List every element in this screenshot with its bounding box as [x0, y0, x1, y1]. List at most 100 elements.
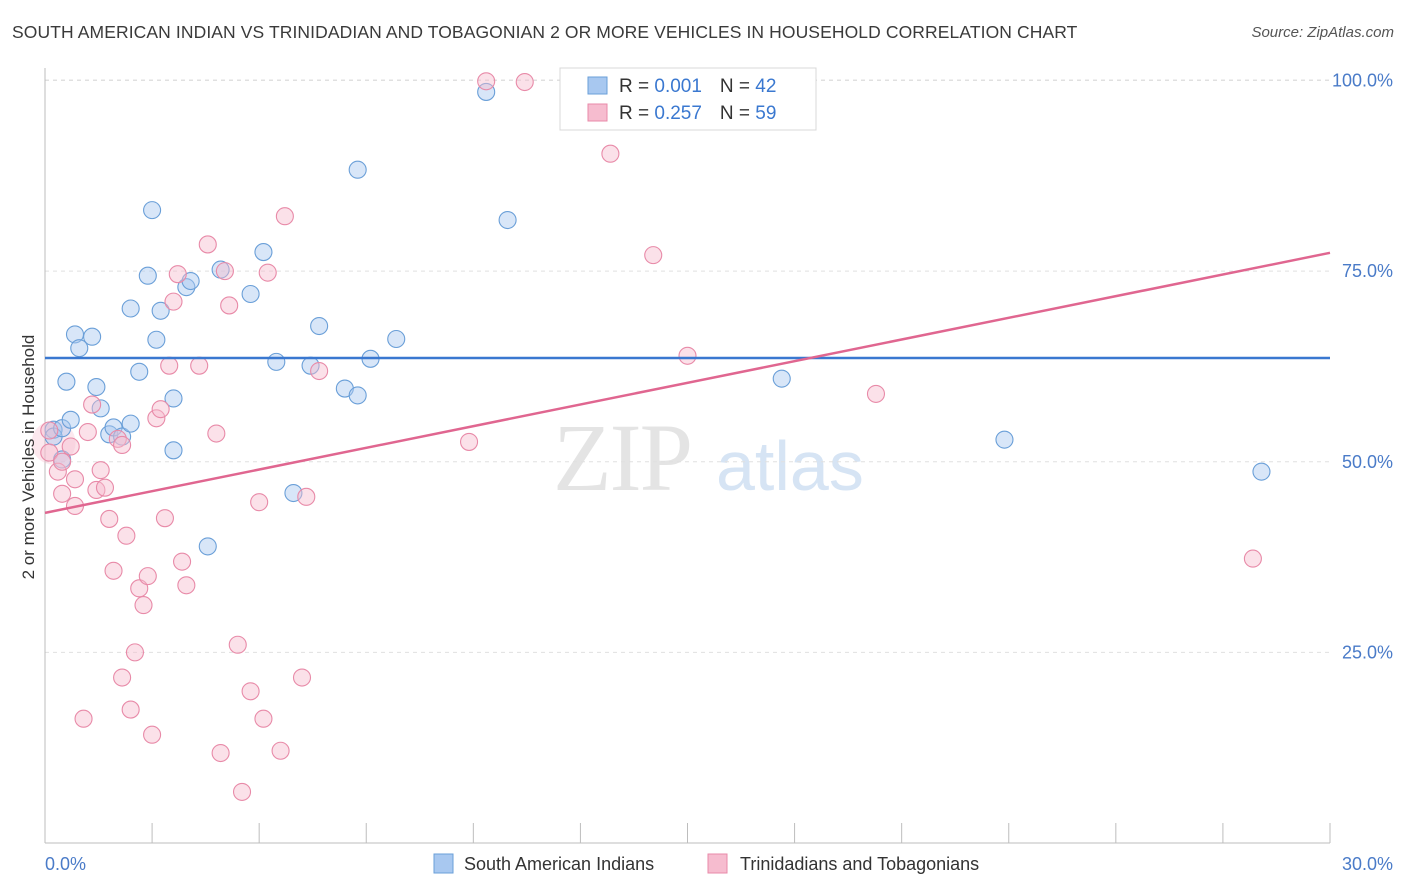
data-point-blue: [164, 389, 183, 408]
data-point-pink: [74, 709, 93, 728]
data-point-pink: [100, 509, 119, 528]
data-point-pink: [515, 72, 534, 92]
x-tick-label: 30.0%: [1342, 854, 1393, 874]
data-point-blue: [310, 316, 329, 336]
series-legend: South American Indians Trinidadians and …: [433, 853, 979, 874]
data-point-pink: [151, 400, 170, 419]
data-point-pink: [228, 635, 247, 654]
data-point-pink: [173, 552, 192, 571]
data-point-pink: [113, 668, 132, 687]
legend-r-label-pink: R =: [619, 103, 654, 124]
data-point-pink: [155, 509, 174, 528]
data-point-blue: [387, 329, 406, 349]
data-point-pink: [53, 452, 72, 471]
data-point-pink: [292, 668, 312, 687]
legend-r-value-blue: 0.001: [654, 76, 702, 97]
data-point-pink: [147, 409, 166, 428]
y-tick-label: 25.0%: [1342, 642, 1393, 662]
x-tick-label: 0.0%: [45, 854, 86, 874]
data-point-blue: [772, 369, 791, 388]
trend-line-pink: [44, 251, 1331, 515]
data-point-pink: [168, 265, 187, 284]
legend-swatch-pink: [587, 103, 608, 122]
data-point-pink: [232, 782, 252, 801]
data-point-pink: [601, 144, 620, 163]
data-point-blue: [241, 284, 260, 304]
y-tick-label: 50.0%: [1342, 452, 1393, 472]
data-point-blue: [164, 441, 183, 460]
data-point-blue: [1252, 462, 1271, 481]
data-point-pink: [250, 493, 269, 512]
legend-r-label-blue: R =: [619, 76, 654, 97]
data-point-pink: [125, 643, 144, 662]
data-point-pink: [91, 461, 110, 480]
legend-n-label-blue: N =: [720, 76, 755, 97]
data-point-pink: [198, 235, 217, 254]
data-point-blue: [348, 160, 367, 179]
legend-stat-blue: R = 0.001 N = 42: [619, 76, 776, 97]
data-point-pink: [258, 263, 277, 282]
data-point-pink: [459, 432, 479, 451]
watermark-atlas: atlas: [716, 427, 864, 505]
data-point-blue: [87, 377, 106, 397]
trend-lines: [44, 251, 1331, 515]
series-legend-label-blue: South American Indians: [464, 854, 654, 874]
data-point-pink: [104, 561, 123, 580]
data-point-pink: [40, 421, 59, 440]
data-point-blue: [143, 201, 162, 220]
data-point-blue: [254, 243, 273, 262]
series-legend-swatch-pink: [707, 853, 728, 874]
data-point-pink: [134, 596, 153, 615]
data-point-pink: [83, 395, 102, 414]
gridlines: [45, 79, 1330, 653]
data-point-pink: [678, 346, 697, 365]
watermark-zip: ZIP: [553, 404, 691, 511]
y-tick-label: 75.0%: [1342, 261, 1393, 281]
data-point-pink: [215, 262, 234, 281]
data-point-blue: [995, 430, 1014, 449]
data-point-pink: [138, 567, 157, 586]
data-point-pink: [95, 478, 115, 497]
data-point-pink: [1243, 549, 1262, 568]
data-point-pink: [866, 384, 886, 403]
legend-n-label-pink: N =: [720, 103, 755, 124]
data-point-pink: [65, 470, 85, 489]
data-point-blue: [130, 362, 149, 381]
data-point-pink: [644, 246, 663, 265]
data-point-pink: [241, 682, 260, 701]
data-point-pink: [190, 356, 209, 375]
data-point-blue: [477, 82, 496, 101]
data-point-blue: [348, 386, 367, 405]
series-legend-swatch-blue: [433, 853, 454, 874]
legend-swatch-blue: [587, 76, 608, 95]
data-point-pink: [53, 484, 72, 503]
data-point-pink: [220, 296, 239, 315]
data-point-blue: [198, 537, 217, 556]
data-point-pink: [207, 424, 226, 443]
y-axis-label: 2 or more Vehicles in Household: [19, 335, 38, 580]
stats-legend: R = 0.001 N = 42 R = 0.257 N = 59: [559, 67, 817, 131]
axes: 25.0% 50.0% 75.0% 100.0% 0.0% 30.0%: [44, 68, 1393, 874]
data-point-blue: [267, 352, 286, 371]
data-point-blue: [57, 372, 76, 391]
source-label: Source: ZipAtlas.com: [1251, 24, 1394, 41]
data-point-pink: [271, 741, 290, 760]
legend-stat-pink: R = 0.257 N = 59: [619, 103, 776, 124]
data-point-blue: [498, 210, 517, 230]
data-point-blue: [147, 330, 166, 349]
data-point-blue: [121, 299, 140, 318]
data-point-blue: [121, 414, 140, 433]
data-point-pink: [477, 72, 496, 91]
data-point-pink: [78, 422, 97, 442]
data-point-pink: [254, 709, 273, 728]
data-point-pink: [177, 576, 196, 595]
data-point-blue: [91, 399, 110, 418]
data-point-blue: [151, 301, 170, 320]
data-point-blue: [70, 339, 89, 358]
data-point-pink: [211, 743, 230, 763]
data-point-pink: [310, 361, 329, 381]
data-point-pink: [160, 356, 179, 375]
data-point-pink: [40, 443, 59, 462]
legend-n-value-blue: 42: [755, 76, 776, 97]
